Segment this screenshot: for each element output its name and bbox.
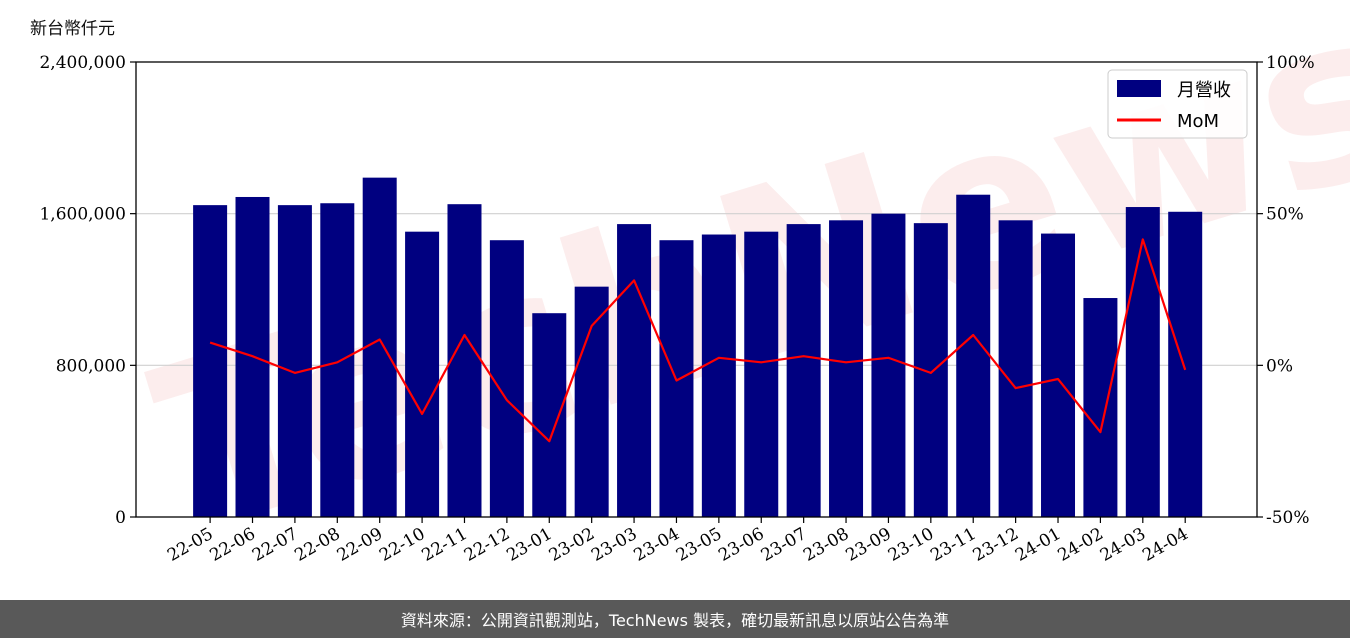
x-tick-label: 24-03 (1097, 524, 1149, 566)
left-tick-label: 2,400,000 (39, 53, 126, 73)
x-tick-label: 23-01 (503, 524, 555, 566)
x-tick-label: 23-10 (885, 524, 937, 566)
legend-bar-swatch (1117, 80, 1161, 97)
left-y-axis: 0 800,000 1,600,000 2,400,000 (39, 53, 136, 528)
revenue-bar (362, 177, 397, 518)
revenue-bar (532, 313, 567, 517)
revenue-bar (998, 220, 1033, 518)
revenue-bar (1125, 207, 1160, 517)
legend: 月營收 MoM (1107, 69, 1248, 139)
x-tick-label: 22-12 (461, 524, 513, 566)
x-tick-label: 24-04 (1139, 524, 1191, 566)
right-y-axis: -50% 0% 50% 100% (1257, 53, 1315, 528)
revenue-bar (1083, 298, 1118, 517)
x-tick-label: 22-10 (376, 524, 428, 566)
revenue-bar (956, 194, 991, 518)
x-tick-label: 23-03 (588, 524, 640, 566)
x-tick-label: 23-09 (842, 524, 894, 566)
revenue-bar (701, 234, 736, 518)
revenue-bar (617, 224, 652, 517)
x-tick-label: 22-11 (419, 524, 471, 566)
revenue-bar (447, 204, 482, 517)
right-tick-label: 100% (1266, 53, 1315, 73)
x-tick-label: 23-11 (927, 524, 979, 566)
revenue-bar (871, 213, 906, 517)
revenue-bar (193, 205, 228, 517)
x-tick-label: 22-09 (334, 524, 386, 566)
x-axis: 22-0522-0622-0722-0822-0922-1022-1122-12… (164, 517, 1192, 566)
left-tick-label: 800,000 (56, 356, 126, 376)
right-tick-label: -50% (1266, 508, 1310, 528)
footer-source-bar: 資料來源：公開資訊觀測站，TechNews 製表，確切最新訊息以原站公告為準 (0, 600, 1350, 638)
x-tick-label: 24-01 (1012, 524, 1064, 566)
revenue-bar (489, 240, 524, 518)
revenue-bar (1168, 211, 1203, 518)
x-tick-label: 23-07 (758, 524, 810, 566)
revenue-bar (786, 224, 821, 517)
bar-series (193, 177, 1203, 518)
x-tick-label: 23-05 (673, 524, 725, 566)
x-tick-label: 22-05 (164, 524, 216, 566)
mom-line (209, 238, 1187, 443)
revenue-bar (320, 203, 355, 518)
left-tick-label: 1,600,000 (39, 205, 126, 225)
y-axis-unit-label: 新台幣仟元 (30, 19, 115, 39)
x-tick-label: 23-06 (715, 524, 767, 566)
x-tick-label: 22-07 (249, 524, 301, 566)
x-tick-label: 23-02 (546, 524, 598, 566)
left-tick-label: 0 (115, 508, 126, 528)
plot-frame (135, 61, 1258, 518)
revenue-bar (405, 231, 440, 518)
revenue-bar (277, 205, 312, 517)
revenue-bar (1041, 233, 1076, 517)
x-tick-label: 23-12 (970, 524, 1022, 566)
x-tick-label: 23-04 (631, 524, 683, 566)
line-series (209, 238, 1187, 443)
revenue-bar (744, 231, 779, 518)
x-tick-label: 22-06 (207, 524, 259, 566)
footer-source-text: 資料來源：公開資訊觀測站，TechNews 製表，確切最新訊息以原站公告為準 (400, 611, 950, 630)
right-tick-label: 0% (1266, 356, 1293, 376)
x-tick-label: 24-02 (1054, 524, 1106, 566)
right-tick-label: 50% (1266, 205, 1304, 225)
revenue-bar (574, 286, 609, 517)
x-tick-label: 23-08 (800, 524, 852, 566)
legend-label-mom: MoM (1177, 111, 1219, 132)
revenue-bar (913, 223, 948, 518)
revenue-bar (829, 220, 864, 518)
revenue-chart: 0 800,000 1,600,000 2,400,000 -50% 0% 50% 100%… (39, 53, 1315, 566)
legend-label-revenue: 月營收 (1177, 80, 1231, 101)
x-tick-label: 22-08 (291, 524, 343, 566)
